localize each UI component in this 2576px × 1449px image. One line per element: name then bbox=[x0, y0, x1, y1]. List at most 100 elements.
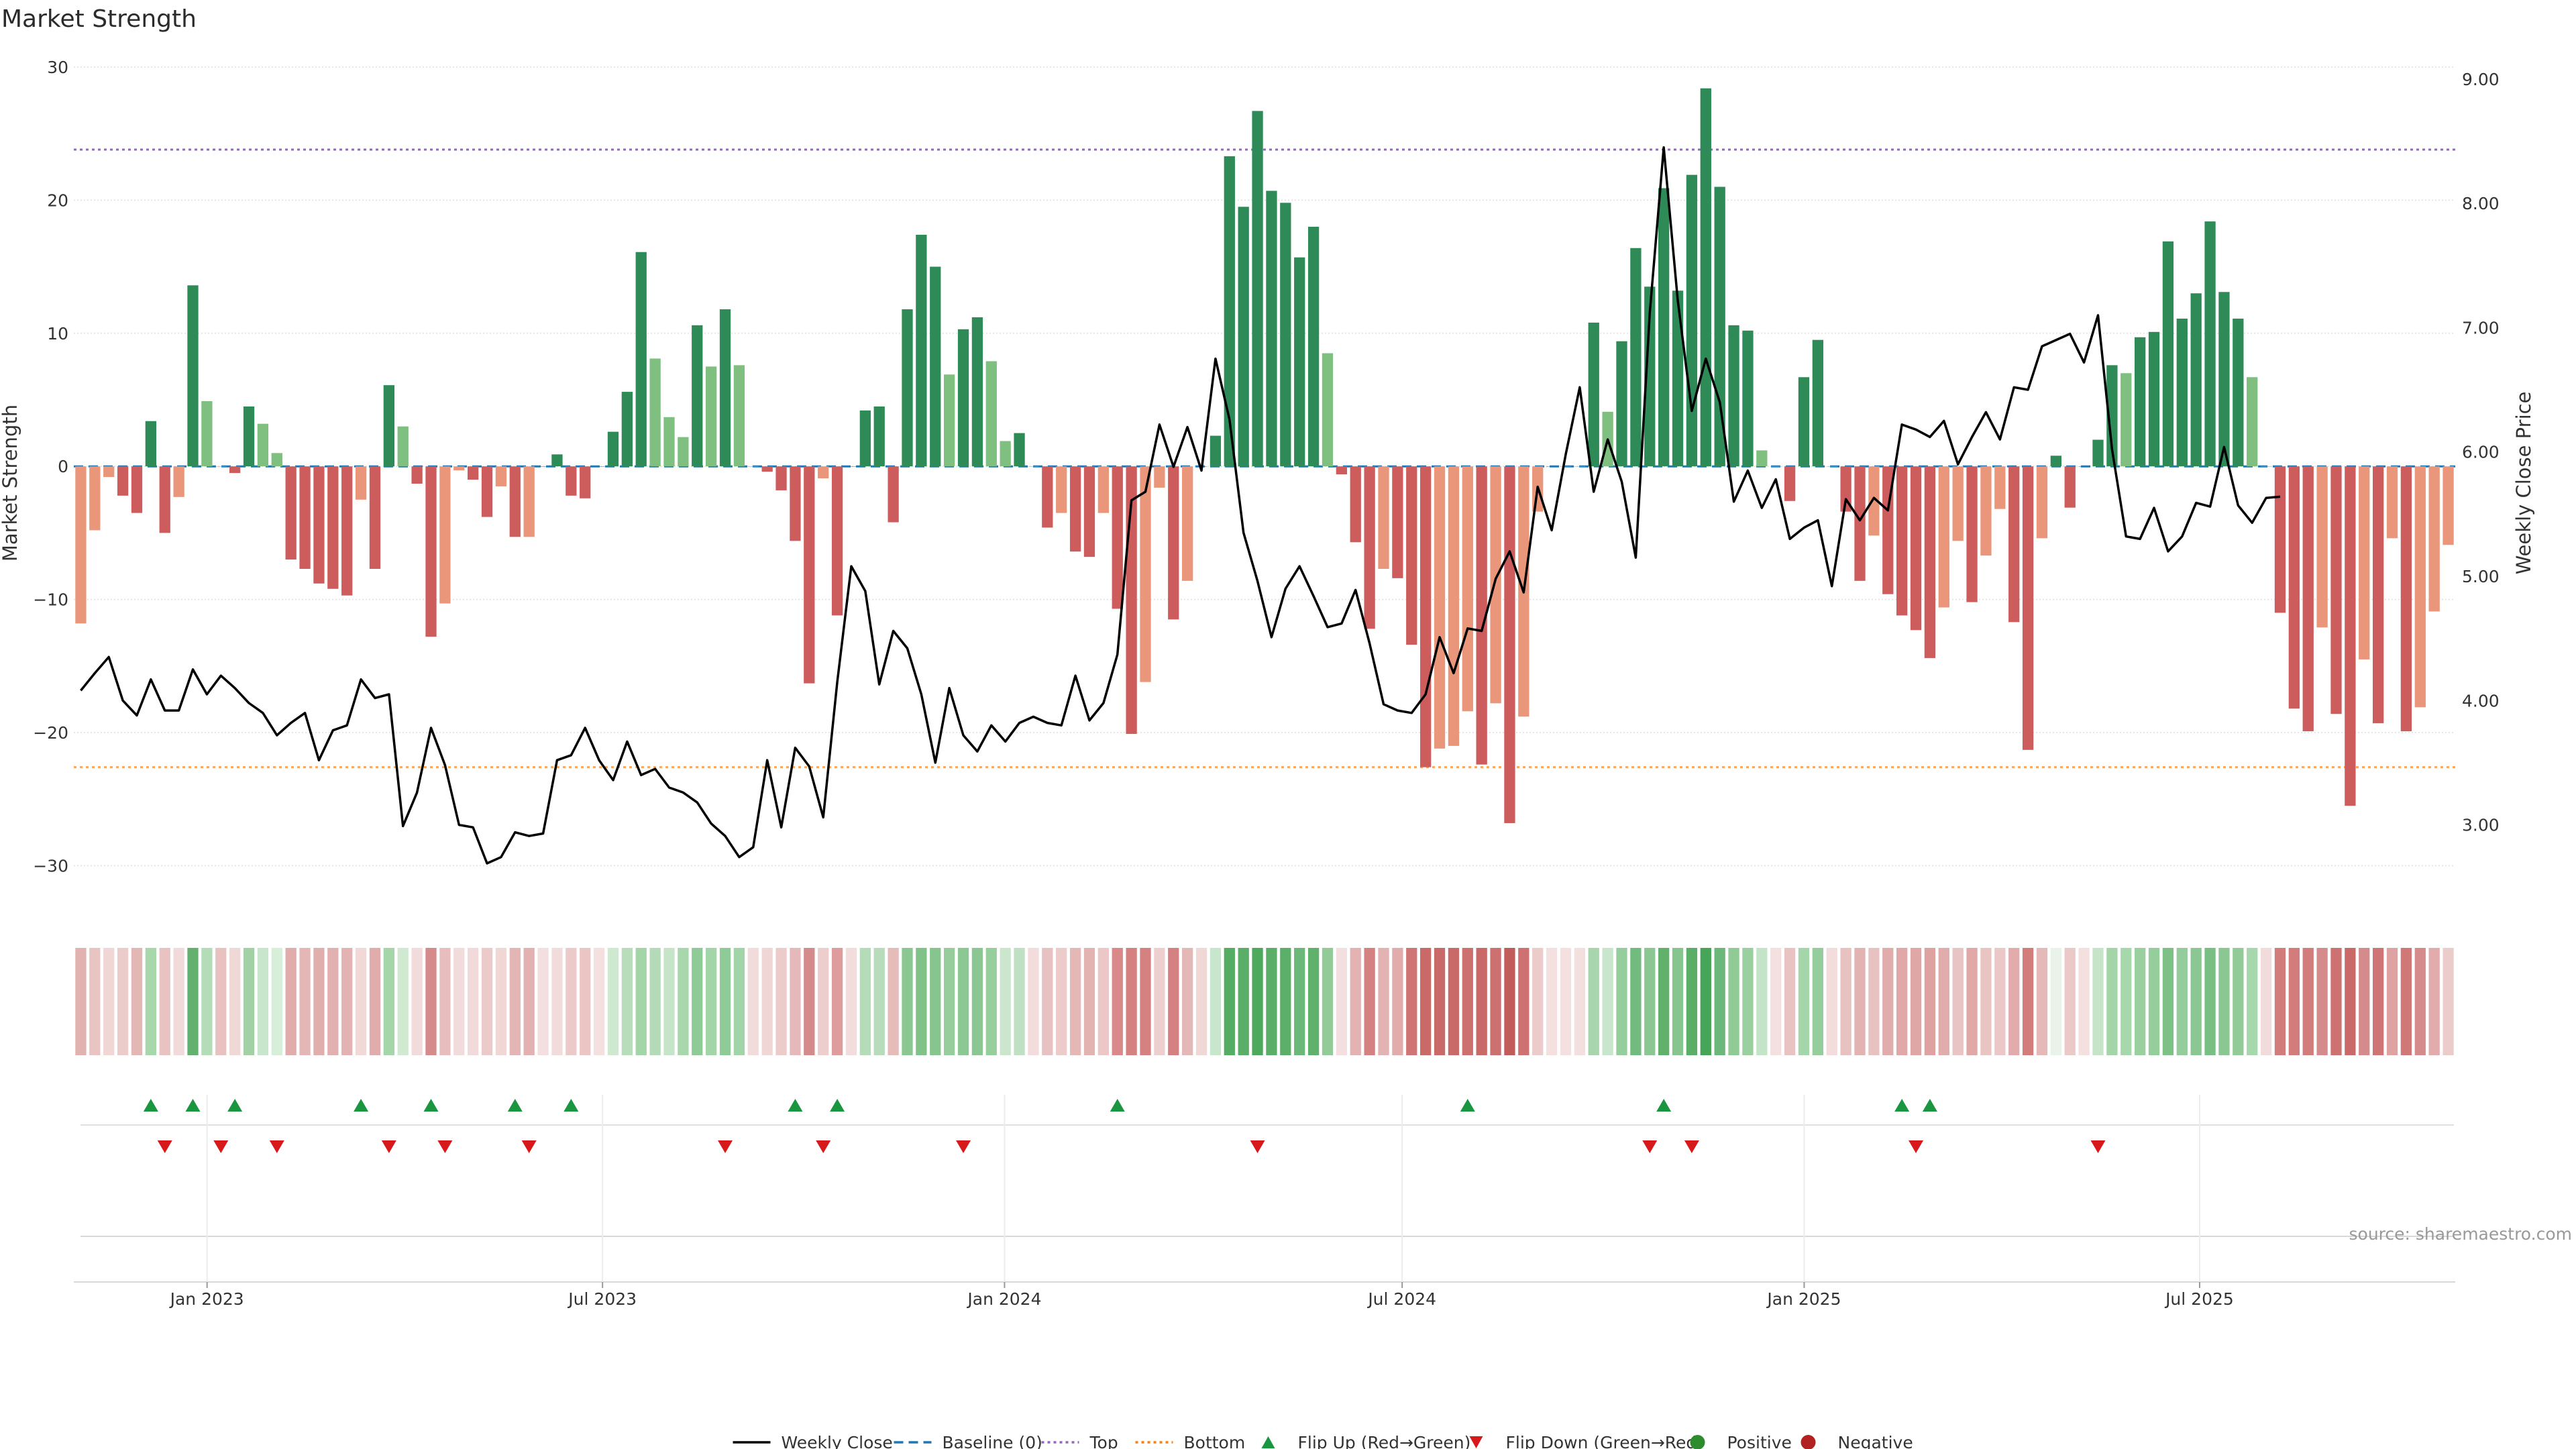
band-cell bbox=[2414, 948, 2426, 1055]
flip-down-icon bbox=[816, 1140, 831, 1153]
band-cell bbox=[930, 948, 941, 1055]
strength-bar bbox=[1616, 341, 1627, 467]
band-cell bbox=[2008, 948, 2020, 1055]
strength-bar bbox=[271, 453, 282, 467]
legend-label: Positive bbox=[1727, 1433, 1792, 1449]
band-cell bbox=[187, 948, 199, 1055]
strength-bar bbox=[1406, 466, 1417, 645]
band-cell bbox=[831, 948, 843, 1055]
band-cell bbox=[243, 948, 255, 1055]
strength-bar bbox=[944, 374, 955, 467]
band-cell bbox=[845, 948, 857, 1055]
band-cell bbox=[1882, 948, 1894, 1055]
band-cell bbox=[804, 948, 815, 1055]
strength-bar bbox=[425, 466, 437, 637]
strength-bar bbox=[2345, 466, 2356, 806]
flip-up-icon bbox=[143, 1099, 158, 1112]
strength-bar bbox=[1770, 466, 1782, 467]
strength-bar bbox=[495, 466, 507, 486]
band-cell bbox=[1406, 948, 1417, 1055]
circle-icon bbox=[1801, 1435, 1816, 1449]
band-cell bbox=[635, 948, 647, 1055]
strength-bar bbox=[1112, 466, 1123, 609]
strength-bar bbox=[1980, 466, 1992, 556]
strength-bar bbox=[1546, 466, 1558, 467]
right-tick-label: 4.00 bbox=[2462, 691, 2500, 710]
flip-down-icon bbox=[956, 1140, 971, 1153]
strength-bar bbox=[1097, 466, 1109, 513]
band-cell bbox=[1420, 948, 1432, 1055]
strength-bar bbox=[551, 454, 563, 467]
band-cell bbox=[916, 948, 927, 1055]
band-cell bbox=[439, 948, 451, 1055]
strength-bar bbox=[2274, 466, 2286, 613]
strength-bar bbox=[1644, 286, 1656, 467]
band-cell bbox=[2274, 948, 2286, 1055]
strength-bar bbox=[607, 431, 619, 467]
band-cell bbox=[859, 948, 871, 1055]
band-cell bbox=[1588, 948, 1599, 1055]
flip-up-icon bbox=[1110, 1099, 1125, 1112]
strength-bar bbox=[873, 406, 885, 467]
band-cell bbox=[1700, 948, 1711, 1055]
band-cell bbox=[453, 948, 465, 1055]
strength-bar bbox=[1686, 174, 1698, 467]
strength-bar bbox=[1294, 257, 1305, 467]
band-cell bbox=[313, 948, 325, 1055]
band-cell bbox=[1224, 948, 1235, 1055]
strength-bar bbox=[537, 466, 549, 467]
legend-label: Bottom bbox=[1184, 1433, 1246, 1449]
strength-bar bbox=[747, 466, 759, 467]
legend-item: Positive bbox=[1690, 1433, 1792, 1449]
strength-bar bbox=[1462, 466, 1473, 712]
band-cell bbox=[2190, 948, 2202, 1055]
strength-bar bbox=[916, 234, 927, 467]
band-cell bbox=[383, 948, 394, 1055]
strength-bar bbox=[1574, 466, 1585, 467]
band-cell bbox=[117, 948, 129, 1055]
band-cell bbox=[1658, 948, 1670, 1055]
triangle-down-icon bbox=[1469, 1436, 1483, 1448]
band-cell bbox=[1546, 948, 1558, 1055]
band-cell bbox=[1195, 948, 1208, 1055]
strength-bar bbox=[1069, 466, 1081, 552]
strength-bar bbox=[355, 466, 367, 500]
band-cell bbox=[2288, 948, 2300, 1055]
strength-bar bbox=[593, 466, 605, 467]
band-cell bbox=[2121, 948, 2132, 1055]
legend-label: Flip Down (Green→Red) bbox=[1506, 1433, 1704, 1449]
band-cell bbox=[678, 948, 689, 1055]
strength-bar bbox=[131, 466, 143, 513]
flip-down-icon bbox=[437, 1140, 453, 1153]
strength-bar bbox=[2092, 439, 2104, 467]
legend-label: Negative bbox=[1838, 1433, 1913, 1449]
band-cell bbox=[706, 948, 717, 1055]
strength-bar bbox=[2373, 466, 2384, 724]
strength-bar bbox=[89, 466, 101, 531]
band-cell bbox=[299, 948, 311, 1055]
flip-down-icon bbox=[1250, 1140, 1265, 1153]
strength-bars bbox=[75, 88, 2454, 823]
strength-bar bbox=[481, 466, 493, 517]
band-cell bbox=[1322, 948, 1334, 1055]
flip-down-icon bbox=[1909, 1140, 1924, 1153]
band-cell bbox=[145, 948, 156, 1055]
band-cell bbox=[2400, 948, 2412, 1055]
strength-bar bbox=[468, 466, 479, 480]
band-cell bbox=[1069, 948, 1081, 1055]
strength-bar bbox=[649, 358, 661, 467]
band-cell bbox=[663, 948, 675, 1055]
band-cell bbox=[902, 948, 913, 1055]
strength-bar bbox=[341, 466, 353, 596]
strength-bar bbox=[1307, 227, 1320, 467]
legend-item: Flip Up (Red→Green) bbox=[1261, 1433, 1470, 1449]
strength-bar bbox=[2064, 466, 2076, 508]
flip-up-icon bbox=[830, 1099, 845, 1112]
band-cell bbox=[1840, 948, 1851, 1055]
strength-bar bbox=[2233, 318, 2244, 467]
band-cell bbox=[355, 948, 367, 1055]
band-cell bbox=[1336, 948, 1347, 1055]
band-cell bbox=[2330, 948, 2342, 1055]
band-cell bbox=[369, 948, 381, 1055]
flip-up-icon bbox=[354, 1099, 369, 1112]
